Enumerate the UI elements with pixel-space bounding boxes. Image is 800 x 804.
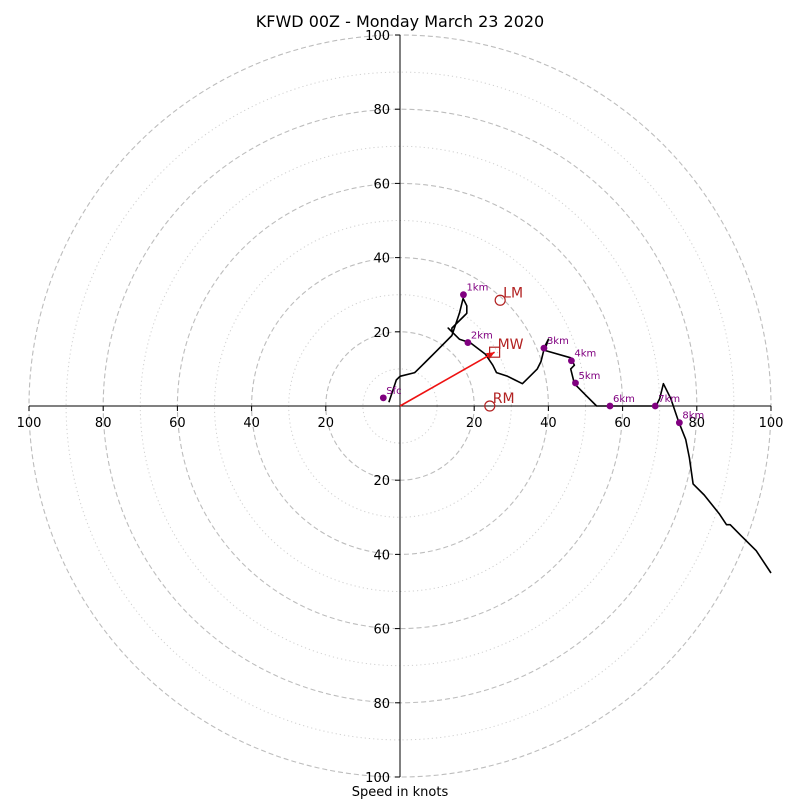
height-marker-dot bbox=[379, 394, 387, 402]
height-marker-dot bbox=[540, 344, 548, 352]
x-axis-label: Speed in knots bbox=[352, 785, 449, 800]
wind-trace bbox=[388, 297, 772, 574]
y-tick-label: 20 bbox=[373, 474, 390, 489]
height-marker-dot bbox=[651, 402, 659, 410]
x-tick-label: 60 bbox=[614, 416, 631, 431]
tick-labels: 20 20 20 20 40 40 40 40 60 60 60 60 80 80 80 80 100 100 10… bbox=[17, 29, 784, 786]
x-tick-label: 100 bbox=[17, 416, 42, 431]
height-marker-label: 3km bbox=[547, 336, 569, 347]
height-marker-label: Sfc bbox=[386, 386, 401, 397]
height-marker-label: 2km bbox=[471, 331, 493, 342]
height-marker-dot bbox=[568, 357, 575, 365]
storm-motion-marker bbox=[484, 400, 496, 412]
hodograph-trace bbox=[388, 297, 772, 574]
chart-title: KFWD 00Z - Monday March 23 2020 bbox=[256, 12, 544, 31]
y-tick-label: 60 bbox=[373, 623, 390, 638]
height-marker-dot bbox=[464, 339, 472, 346]
mean-wind-arrowhead bbox=[485, 352, 495, 360]
mean-wind-arrow bbox=[399, 351, 496, 407]
height-marker-label: 8km bbox=[682, 411, 704, 422]
height-marker-dot bbox=[675, 419, 683, 427]
height-marker-dot bbox=[460, 291, 467, 299]
height-marker-label: 1km bbox=[466, 283, 488, 294]
x-tick-label: 20 bbox=[318, 416, 335, 431]
height-marker-dot bbox=[606, 402, 614, 410]
x-tick-label: 80 bbox=[95, 416, 112, 431]
height-marker-dot bbox=[572, 379, 579, 387]
storm-motion-marker bbox=[489, 346, 501, 358]
x-tick-label: 40 bbox=[243, 416, 260, 431]
storm-motions: LM MW RM bbox=[399, 285, 524, 412]
storm-motion-marker bbox=[494, 294, 506, 306]
y-tick-label: 80 bbox=[373, 103, 390, 118]
storm-motion-label: LM bbox=[503, 285, 523, 301]
storm-motion-label: RM bbox=[493, 391, 515, 407]
y-tick-label: 40 bbox=[373, 548, 390, 563]
x-tick-label: 100 bbox=[759, 416, 784, 431]
y-tick-label: 40 bbox=[373, 252, 390, 267]
x-tick-label: 60 bbox=[169, 416, 186, 431]
height-marker-label: 4km bbox=[574, 349, 596, 360]
y-tick-label: 60 bbox=[373, 177, 390, 192]
storm-motion-label: MW bbox=[498, 337, 524, 353]
height-marker-label: 7km bbox=[658, 394, 680, 405]
x-tick-label: 80 bbox=[689, 416, 706, 431]
x-tick-label: 40 bbox=[540, 416, 557, 431]
height-marker-label: 6km bbox=[613, 394, 635, 405]
y-tick-label: 20 bbox=[373, 326, 390, 341]
y-tick-label: 100 bbox=[365, 771, 390, 786]
y-tick-label: 100 bbox=[365, 29, 390, 44]
height-marker-label: 5km bbox=[578, 371, 600, 382]
y-tick-label: 80 bbox=[373, 697, 390, 712]
x-tick-label: 20 bbox=[466, 416, 483, 431]
